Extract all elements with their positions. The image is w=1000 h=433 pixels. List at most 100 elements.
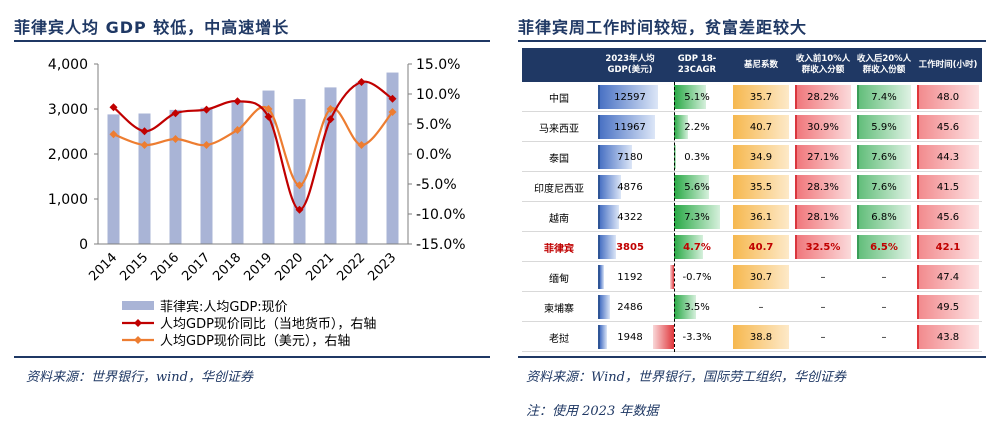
gdp-value: 4322 bbox=[617, 211, 643, 223]
x-tick-label: 2016 bbox=[148, 250, 182, 284]
hours-value: 48.0 bbox=[936, 91, 960, 103]
bottom20-value: – bbox=[881, 331, 887, 343]
cagr-value: 7.3% bbox=[684, 211, 710, 223]
gini-fill bbox=[733, 85, 789, 109]
cagr-data-bar bbox=[669, 265, 674, 289]
top10-value: – bbox=[820, 301, 826, 313]
bottom20-value: – bbox=[881, 271, 887, 283]
bottom20-fill bbox=[857, 175, 911, 199]
yoy-local-point bbox=[357, 78, 366, 86]
top10-fill bbox=[795, 115, 851, 139]
hours-value: 47.4 bbox=[936, 271, 960, 283]
country-comparison-table: 2023年人均GDP(美元) GDP 18-23CAGR 基尼系数 收入前10%人群收… bbox=[522, 48, 982, 352]
cagr-value: 4.7% bbox=[683, 241, 711, 253]
gini-value: 34.9 bbox=[749, 151, 773, 163]
hours-fill bbox=[917, 115, 979, 139]
yoy-local-point bbox=[109, 103, 118, 112]
cagr-value: -3.3% bbox=[682, 331, 712, 343]
table-row bbox=[522, 292, 982, 322]
cagr-data-bar bbox=[674, 235, 704, 259]
hours-value: 42.1 bbox=[935, 241, 961, 253]
gdp-data-bar bbox=[598, 295, 610, 319]
top10-value: 30.9% bbox=[807, 121, 839, 133]
cagr-zero-line bbox=[674, 82, 675, 352]
gdp-data-bar bbox=[598, 235, 617, 259]
right-panel-title: 菲律宾周工作时间较短，贫富差距较大 bbox=[518, 18, 808, 37]
hours-fill bbox=[917, 265, 979, 289]
gini-value: 40.7 bbox=[748, 241, 774, 253]
table-header-cell: 收入后20%人群收入份额 bbox=[854, 48, 914, 82]
x-tick-label: 2020 bbox=[272, 250, 306, 284]
gini-fill bbox=[733, 265, 789, 289]
table-row bbox=[522, 142, 982, 172]
gini-value: 36.1 bbox=[749, 211, 773, 223]
gdp-bar bbox=[355, 82, 368, 244]
gini-value: 35.7 bbox=[749, 91, 773, 103]
cagr-value: 0.3% bbox=[684, 151, 710, 163]
x-tick-label: 2015 bbox=[117, 250, 151, 284]
hours-fill bbox=[917, 235, 979, 259]
yoy-local-line bbox=[112, 80, 394, 211]
left-tick-label: 1,000 bbox=[48, 192, 88, 208]
top10-value: 28.1% bbox=[807, 211, 839, 223]
gdp-value: 11967 bbox=[614, 121, 646, 133]
country-name: 泰国 bbox=[549, 153, 569, 165]
hours-value: 49.5 bbox=[936, 301, 960, 313]
gdp-data-bar bbox=[598, 175, 622, 199]
cagr-value: 2.2% bbox=[684, 121, 710, 133]
gini-fill bbox=[733, 235, 789, 259]
yoy-usd-line bbox=[113, 105, 394, 187]
right-footnote: 注：使用 2023 年数据 bbox=[526, 404, 659, 419]
yoy-usd-point bbox=[357, 141, 366, 149]
bottom20-fill bbox=[857, 115, 911, 139]
right-tick-label: -5.0% bbox=[416, 177, 457, 193]
bottom20-fill bbox=[857, 235, 911, 259]
gdp-data-bar bbox=[598, 145, 633, 169]
gdp-bar bbox=[138, 113, 151, 244]
country-name: 柬埔寨 bbox=[544, 303, 574, 315]
yoy-usd-point bbox=[140, 141, 149, 149]
bottom20-value: 6.5% bbox=[870, 241, 898, 253]
legend-label-bar: 菲律宾:人均GDP:现价 bbox=[160, 299, 288, 315]
right-tick-label: 15.0% bbox=[416, 57, 460, 73]
top10-value: 28.3% bbox=[807, 181, 839, 193]
cagr-data-bar bbox=[674, 205, 720, 229]
legend-label-local: 人均GDP现价同比（当地货币），右轴 bbox=[160, 316, 376, 332]
gdp-data-bar bbox=[598, 265, 604, 289]
left-tick-label: 2,000 bbox=[48, 147, 88, 163]
gini-value: – bbox=[758, 301, 764, 313]
yoy-local-point bbox=[388, 94, 397, 103]
table-header-cell: 工作时间(小时) bbox=[914, 48, 982, 82]
left-tick-label: 0 bbox=[79, 237, 88, 253]
x-tick-label: 2023 bbox=[365, 250, 399, 284]
table-row bbox=[522, 172, 982, 202]
right-source-note: 资料来源：Wind，世界银行，国际劳工组织，华创证券 bbox=[526, 370, 846, 385]
top10-fill bbox=[795, 205, 851, 229]
country-name: 菲律宾 bbox=[544, 243, 574, 255]
gdp-bar bbox=[262, 90, 275, 244]
top10-fill bbox=[795, 145, 851, 169]
top10-value: 32.5% bbox=[805, 241, 841, 253]
bottom20-fill bbox=[857, 85, 911, 109]
top10-value: – bbox=[820, 331, 826, 343]
x-tick-label: 2018 bbox=[210, 250, 244, 284]
cagr-value: -0.7% bbox=[682, 271, 712, 283]
gini-fill bbox=[733, 205, 789, 229]
gdp-value: 1948 bbox=[617, 331, 643, 343]
hours-fill bbox=[917, 85, 979, 109]
bottom20-value: 7.6% bbox=[871, 181, 897, 193]
x-tick-label: 2022 bbox=[334, 250, 368, 284]
gdp-combo-chart: 4,000 3,000 2,000 1,000 0 15.0% 10.0% 5.0% 0.0% -… bbox=[48, 57, 466, 349]
hours-fill bbox=[917, 175, 979, 199]
table-row bbox=[522, 322, 982, 352]
left-title-rule bbox=[14, 40, 490, 42]
yoy-local-point bbox=[202, 105, 211, 114]
yoy-local-point bbox=[264, 112, 273, 121]
cagr-data-bar bbox=[674, 115, 688, 139]
yoy-local-point bbox=[326, 115, 335, 124]
top10-value: – bbox=[820, 271, 826, 283]
hours-fill bbox=[917, 205, 979, 229]
bottom20-value: 7.6% bbox=[871, 151, 897, 163]
cagr-data-bar bbox=[653, 325, 674, 349]
left-tick-label: 4,000 bbox=[48, 57, 88, 73]
